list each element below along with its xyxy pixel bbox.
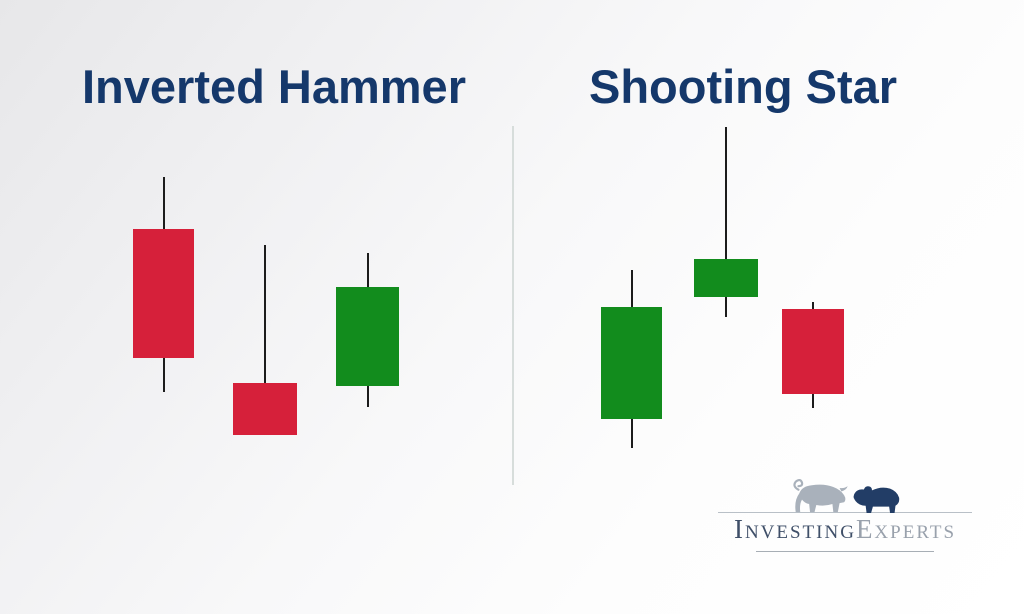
candle-body-inverted-hammer-3-bullish	[336, 287, 399, 386]
candle-body-shooting-star-1-bullish	[601, 307, 662, 419]
candle-body-inverted-hammer-1-bearish	[133, 229, 194, 358]
logo-top-rule	[718, 512, 972, 513]
candle-wick-shooting-star-2	[725, 127, 727, 317]
pattern-title-shooting-star: Shooting Star	[589, 60, 898, 113]
logo-animals	[712, 474, 978, 513]
logo-text-investing: Investing	[733, 514, 856, 544]
logo-text-experts: Experts	[855, 514, 957, 544]
candle-wick-inverted-hammer-2	[264, 245, 266, 435]
logo-bottom-rule	[756, 551, 934, 552]
candle-body-inverted-hammer-2-bearish	[233, 383, 297, 435]
logo-wordmark: InvestingExperts	[712, 516, 978, 543]
bear-icon	[853, 486, 900, 513]
panel-divider	[512, 126, 514, 485]
investing-experts-logo: InvestingExperts	[712, 474, 978, 556]
pattern-title-inverted-hammer: Inverted Hammer	[82, 60, 466, 113]
bull-icon	[793, 479, 848, 513]
candle-body-shooting-star-3-bearish	[782, 309, 844, 394]
candle-body-shooting-star-2-bullish	[694, 259, 758, 297]
